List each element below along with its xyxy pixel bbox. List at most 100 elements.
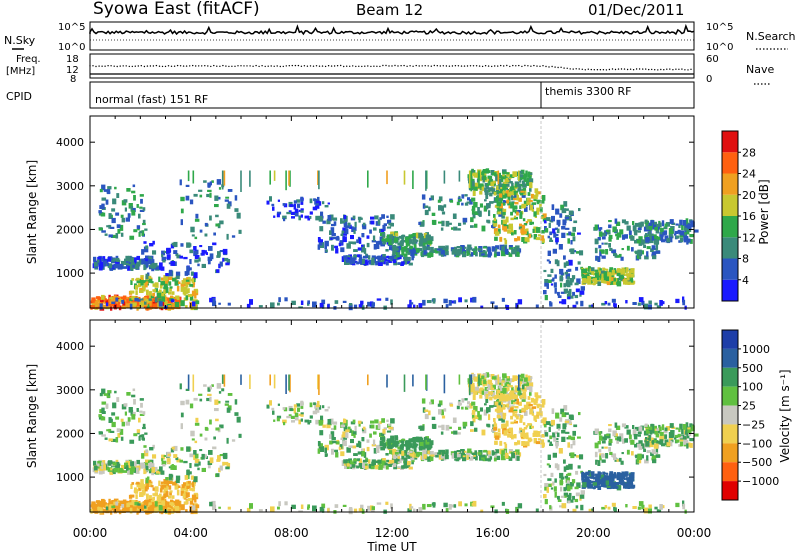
power-cell bbox=[519, 179, 522, 183]
freq-point bbox=[155, 64, 158, 67]
power-cell bbox=[109, 303, 113, 306]
velocity-cell bbox=[203, 384, 207, 387]
power-cell bbox=[610, 275, 614, 279]
power-cell bbox=[348, 304, 353, 311]
velocity-cell bbox=[142, 427, 146, 430]
velocity-cell bbox=[515, 507, 519, 513]
power-cell bbox=[520, 211, 523, 217]
power-cell bbox=[418, 221, 421, 225]
power-cell bbox=[199, 194, 203, 198]
power-streak bbox=[192, 170, 195, 184]
power-cell bbox=[219, 261, 223, 267]
power-cell bbox=[363, 248, 367, 254]
velocity-cell bbox=[610, 479, 614, 483]
velocity-cell bbox=[509, 390, 515, 394]
freq-point bbox=[638, 68, 641, 70]
power-cell bbox=[467, 197, 471, 201]
velocity-cell bbox=[106, 429, 109, 432]
velocity-cell bbox=[165, 491, 169, 497]
freq-point bbox=[406, 65, 408, 68]
velocity-cell bbox=[682, 500, 685, 507]
velocity-cell bbox=[99, 409, 103, 413]
velocity-cell bbox=[413, 445, 417, 449]
velocity-cell bbox=[688, 433, 692, 436]
velocity-cell bbox=[197, 467, 200, 471]
power-cell bbox=[686, 239, 689, 245]
power-cell bbox=[469, 199, 473, 205]
power-cell bbox=[474, 223, 478, 228]
power-cell bbox=[107, 186, 112, 190]
velocity-cell bbox=[510, 407, 514, 413]
power-streak bbox=[403, 170, 406, 185]
power-cell bbox=[146, 304, 150, 308]
power-cell bbox=[601, 302, 606, 306]
freq-point bbox=[409, 65, 411, 67]
power-cell bbox=[621, 219, 626, 224]
power-cell bbox=[447, 222, 452, 225]
velocity-cell bbox=[304, 419, 310, 423]
power-cell bbox=[529, 182, 533, 189]
freq-point bbox=[89, 65, 91, 67]
freq-point bbox=[460, 65, 463, 67]
power-streak bbox=[497, 170, 500, 185]
velocity-cell bbox=[100, 416, 106, 421]
velocity-cell bbox=[204, 426, 208, 431]
power-cell bbox=[418, 247, 423, 252]
freq-point bbox=[469, 65, 472, 67]
freq-point bbox=[179, 65, 182, 67]
velocity-cell bbox=[466, 455, 469, 460]
velocity-cell bbox=[534, 419, 537, 422]
power-cell bbox=[331, 233, 336, 237]
velocity-cell bbox=[314, 402, 318, 409]
power-cell bbox=[316, 200, 320, 204]
power-cell bbox=[93, 256, 97, 262]
velocity-cell bbox=[494, 435, 500, 440]
velocity-cell bbox=[134, 501, 139, 506]
velocity-cell bbox=[395, 456, 398, 459]
velocity-cell bbox=[164, 500, 168, 504]
velocity-cell bbox=[579, 494, 585, 499]
power-cell bbox=[648, 222, 653, 226]
velocity-cell bbox=[626, 429, 631, 435]
power-cell bbox=[423, 232, 427, 239]
power-cell bbox=[664, 235, 669, 241]
power-cell bbox=[556, 228, 560, 234]
velocity-cell bbox=[527, 396, 531, 400]
velocity-cell bbox=[535, 395, 539, 401]
power-cell bbox=[506, 224, 510, 229]
power-cell bbox=[456, 252, 461, 256]
freq-point bbox=[182, 65, 185, 67]
power-cell bbox=[601, 232, 606, 236]
cpid-label: CPID bbox=[6, 90, 32, 103]
velocity-cell bbox=[390, 503, 393, 509]
power-cell bbox=[521, 224, 526, 231]
power-cell bbox=[595, 272, 599, 278]
velocity-cell bbox=[513, 402, 518, 405]
power-cell bbox=[469, 253, 473, 257]
power-cell bbox=[640, 239, 645, 245]
power-cell bbox=[600, 249, 605, 254]
y-tick-label: 1000 bbox=[56, 267, 84, 280]
velocity-cell bbox=[560, 408, 565, 415]
velocity-cell bbox=[117, 433, 121, 438]
power-cell bbox=[493, 253, 497, 258]
power-cell bbox=[605, 276, 609, 281]
power-cell bbox=[617, 268, 621, 273]
power-cell bbox=[541, 230, 545, 234]
power-cell bbox=[340, 220, 346, 224]
power-cell bbox=[397, 262, 402, 265]
velocity-cell bbox=[158, 505, 163, 511]
power-cell bbox=[451, 227, 454, 230]
power-cell bbox=[365, 253, 368, 258]
power-cell bbox=[319, 302, 324, 308]
velocity-cell bbox=[648, 504, 652, 509]
power-cell bbox=[293, 200, 297, 204]
power-cell bbox=[141, 285, 146, 292]
power-cell bbox=[382, 239, 387, 245]
velocity-cell bbox=[637, 506, 641, 510]
power-cell bbox=[193, 272, 198, 279]
velocity-cell bbox=[124, 466, 129, 469]
velocity-cell bbox=[502, 388, 507, 394]
velocity-cell bbox=[283, 407, 288, 412]
velocity-cell bbox=[318, 421, 324, 426]
